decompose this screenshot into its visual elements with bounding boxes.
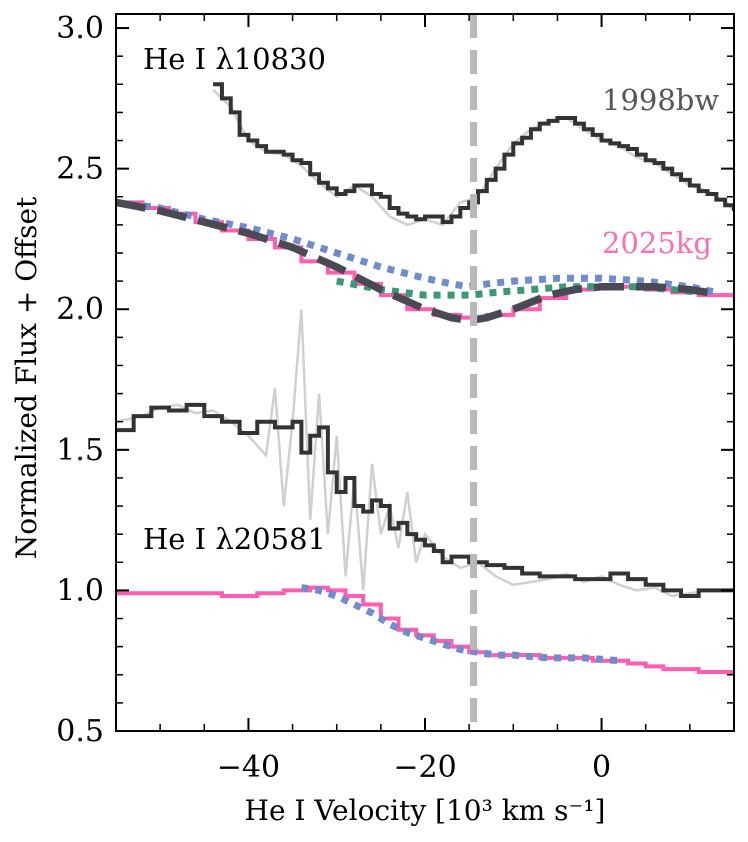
series-1998bw-20581 xyxy=(116,402,734,599)
axes-frame xyxy=(115,13,735,732)
annotation-he-20581: He I λ20581 xyxy=(143,522,326,556)
y-tick-label: 0.5 xyxy=(56,714,104,749)
series-model-blue-20581 xyxy=(300,584,620,665)
y-tick-label: 1.5 xyxy=(56,433,104,468)
series-composite-model-10830 xyxy=(116,198,709,325)
y-tick-label: 3.0 xyxy=(56,11,104,46)
series-2025kg-20581 xyxy=(116,585,734,674)
x-tick-label: 0 xyxy=(592,750,611,785)
x-axis-title: He I Velocity [10³ km s⁻¹] xyxy=(245,794,606,827)
y-tick-label: 2.0 xyxy=(56,292,104,327)
y-tick-label: 2.5 xyxy=(56,152,104,187)
axes-border xyxy=(115,13,735,732)
series-1998bw-10830 xyxy=(213,82,734,225)
x-tick-label: −20 xyxy=(393,750,456,785)
y-tick-label: 1.0 xyxy=(56,573,104,608)
x-tick-label: −40 xyxy=(217,750,280,785)
annotation-2025kg: 2025kg xyxy=(602,226,712,260)
y-axis-title: Normalized Flux + Offset xyxy=(10,196,43,559)
annotation-1998bw: 1998bw xyxy=(602,83,719,117)
axis-ticks: −40 −20 0 0.5 1.0 1.5 2.0 2.5 3.0 xyxy=(56,11,735,785)
plot-area xyxy=(116,82,734,674)
annotation-he-10830: He I λ10830 xyxy=(143,42,326,76)
